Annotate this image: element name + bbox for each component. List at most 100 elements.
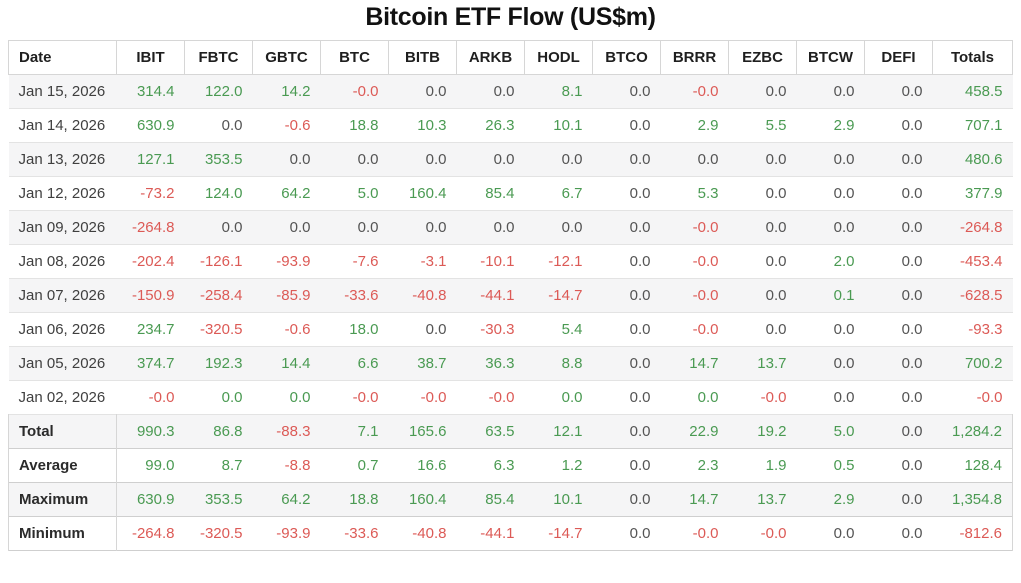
table-row: Jan 07, 2026 -150.9 -258.4 -85.9 -33.6 -40.8 -… (8, 278, 1013, 313)
value-cell: 0.0 (629, 83, 651, 100)
value-cell: 458.5 (964, 83, 1003, 100)
value-cell: -258.4 (199, 287, 243, 304)
value-cell: 0.0 (289, 219, 311, 236)
value-cell: 19.2 (757, 423, 787, 440)
value-cell: 36.3 (485, 355, 515, 372)
value-cell: 0.0 (833, 83, 855, 100)
value-cell: 1,284.2 (932, 414, 1013, 449)
row-label: Jan 05, 2026 (18, 355, 106, 372)
value-cell: 13.7 (757, 491, 787, 508)
value-cell: 0.0 (697, 389, 719, 406)
value-cell: 707.1 (964, 117, 1003, 134)
value-cell: -10.1 (480, 253, 515, 270)
value-cell: 0.0 (425, 83, 447, 100)
value-cell: 0.0 (221, 389, 243, 406)
value-cell: 0.0 (901, 525, 923, 542)
value-cell: 99.0 (145, 457, 175, 474)
value-cell: -33.6 (344, 525, 379, 542)
value-cell: -0.0 (352, 389, 379, 406)
summary-row: Minimum -264.8 -320.5 -93.9 -33.6 -40.8 -44.1 -… (8, 516, 1013, 551)
value-cell: 18.8 (349, 491, 379, 508)
value-cell: -126.1 (199, 253, 243, 270)
column-header-hodl: HODL (524, 40, 593, 75)
value-cell: 0.0 (697, 151, 719, 168)
value-cell: 990.3 (136, 423, 175, 440)
value-cell: 0.0 (425, 321, 447, 338)
value-cell: 0.0 (901, 287, 923, 304)
value-cell: 0.0 (357, 151, 379, 168)
value-cell: -85.9 (276, 287, 311, 304)
value-cell: 5.0 (357, 185, 379, 202)
value-cell: -0.0 (488, 389, 515, 406)
value-cell: -628.5 (959, 287, 1003, 304)
table-row: Jan 02, 2026 -0.0 0.0 0.0 -0.0 -0.0 -0.0 0.0 0.0… (8, 381, 1013, 415)
value-cell: 14.7 (689, 491, 719, 508)
row-label: Average (8, 448, 117, 483)
value-cell: -264.8 (131, 525, 175, 542)
summary-row: Average 99.0 8.7 -8.8 0.7 16.6 6.3 1.2 0.0 2.3 1.9… (8, 448, 1013, 483)
value-cell: 8.1 (561, 83, 583, 100)
value-cell: 0.0 (629, 355, 651, 372)
value-cell: -44.1 (480, 287, 515, 304)
value-cell: 0.0 (901, 253, 923, 270)
value-cell: 0.0 (765, 253, 787, 270)
value-cell: 18.8 (349, 117, 379, 134)
value-cell: 0.0 (901, 457, 923, 474)
value-cell: 26.3 (485, 117, 515, 134)
value-cell: 13.7 (757, 355, 787, 372)
value-cell: -0.0 (760, 389, 787, 406)
value-cell: -202.4 (131, 253, 175, 270)
column-header-btc: BTC (320, 40, 389, 75)
value-cell: 0.0 (425, 151, 447, 168)
value-cell: 0.0 (629, 457, 651, 474)
value-cell: -3.1 (420, 253, 447, 270)
column-header-ibit: IBIT (116, 40, 185, 75)
value-cell: 127.1 (136, 151, 175, 168)
value-cell: 0.0 (901, 151, 923, 168)
value-cell: 16.6 (417, 457, 447, 474)
value-cell: -0.0 (148, 389, 175, 406)
value-cell: -14.7 (548, 287, 583, 304)
summary-body: Total 990.3 86.8 -88.3 7.1 165.6 63.5 12.1 0.0 22… (8, 414, 1013, 551)
value-cell: -0.0 (692, 219, 719, 236)
table-header: Date IBIT FBTC GBTC BTC BITB ARKB HODL BTCO BRRR E… (8, 40, 1013, 75)
value-cell: -320.5 (199, 321, 243, 338)
value-cell: 0.0 (629, 525, 651, 542)
value-cell: 124.0 (204, 185, 243, 202)
value-cell: 480.6 (964, 151, 1003, 168)
page-title: Bitcoin ETF Flow (US$m) (365, 3, 656, 31)
value-cell: 8.8 (561, 355, 583, 372)
column-header-btcw: BTCW (796, 40, 865, 75)
column-header-gbtc: GBTC (252, 40, 321, 75)
value-cell: 0.7 (357, 457, 379, 474)
value-cell: 0.0 (765, 185, 787, 202)
value-cell: 0.0 (289, 389, 311, 406)
value-cell: 0.0 (901, 321, 923, 338)
column-header-ezbc: EZBC (728, 40, 797, 75)
table-row: Jan 15, 2026 314.4 122.0 14.2 -0.0 0.0 0.0 8.1 0… (8, 74, 1013, 109)
value-cell: -73.2 (140, 185, 175, 202)
value-cell: 1.9 (765, 457, 787, 474)
value-cell: 0.5 (833, 457, 855, 474)
value-cell: 0.0 (765, 321, 787, 338)
value-cell: 0.0 (833, 219, 855, 236)
value-cell: 630.9 (136, 117, 175, 134)
value-cell: 10.3 (417, 117, 447, 134)
summary-row: Maximum 630.9 353.5 64.2 18.8 160.4 85.4 10.1 0.… (8, 482, 1013, 517)
value-cell: -8.8 (284, 457, 311, 474)
row-label: Minimum (8, 516, 117, 551)
value-cell: -12.1 (548, 253, 583, 270)
value-cell: 0.0 (629, 491, 651, 508)
row-label: Jan 12, 2026 (18, 185, 106, 202)
value-cell: 0.0 (629, 185, 651, 202)
value-cell: 0.0 (765, 151, 787, 168)
value-cell: 0.0 (833, 185, 855, 202)
column-header-bitb: BITB (388, 40, 457, 75)
value-cell: 314.4 (136, 83, 175, 100)
value-cell: 0.0 (493, 151, 515, 168)
value-cell: 374.7 (136, 355, 175, 372)
column-header-arkb: ARKB (456, 40, 525, 75)
value-cell: -7.6 (352, 253, 379, 270)
value-cell: 0.0 (765, 83, 787, 100)
value-cell: 0.0 (493, 219, 515, 236)
